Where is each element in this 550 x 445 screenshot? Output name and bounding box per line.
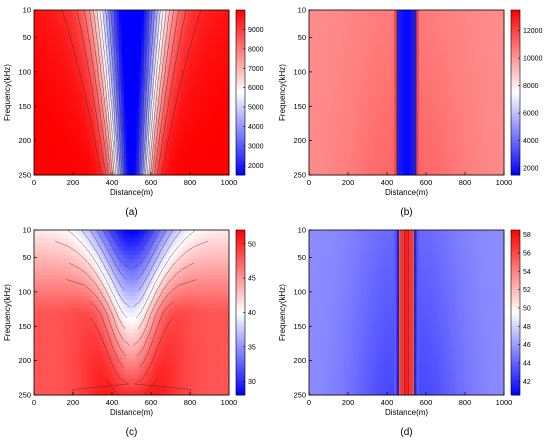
colorbar-segment <box>236 65 245 68</box>
x-tick-label: 800 <box>184 178 197 187</box>
colorbar-segment <box>236 167 245 170</box>
colorbar-segment <box>236 137 245 140</box>
y-axis-label: Frequency(kHz) <box>3 64 12 121</box>
colorbar-segment <box>236 32 245 35</box>
colorbar-segment <box>236 38 245 41</box>
colorbar-segment <box>236 60 245 63</box>
colorbar-segment <box>236 16 245 19</box>
x-tick-label: 600 <box>145 178 158 187</box>
colorbar: 2000 3000 4000 5000 6000 7000 8000 9000 <box>236 10 264 175</box>
colorbar-segment <box>236 18 245 21</box>
colorbar-segment <box>236 109 245 112</box>
x-tick-label: 1000 <box>221 178 238 187</box>
colorbar-segment <box>236 170 245 173</box>
colorbar-tick-label: 9000 <box>248 27 264 34</box>
colorbar-segment <box>236 54 245 57</box>
colorbar-segment <box>236 57 245 60</box>
colorbar-segment <box>236 46 245 49</box>
colorbar-segment <box>236 76 245 79</box>
colorbar-segment <box>236 90 245 93</box>
colorbar-segment <box>236 51 245 54</box>
colorbar-segment <box>236 62 245 65</box>
colorbar-segment <box>236 139 245 142</box>
colorbar-segment <box>236 101 245 104</box>
x-tick-label: 200 <box>67 178 80 187</box>
colorbar-segment <box>236 24 245 27</box>
colorbar-segment <box>236 13 245 16</box>
y-tick-label: 200 <box>18 136 31 145</box>
colorbar-segment <box>236 84 245 87</box>
y-tick-label: 250 <box>18 171 31 180</box>
colorbar-segment <box>236 134 245 137</box>
colorbar-segment <box>236 115 245 118</box>
colorbar-segment <box>236 40 245 43</box>
colorbar-segment <box>236 156 245 159</box>
colorbar-segment <box>236 79 245 82</box>
colorbar-tick-label: 2000 <box>248 163 264 170</box>
colorbar-segment <box>236 106 245 109</box>
chart-svg: 0 200 400 600 800 1000 10 50 100 150 200 250 Distanc… <box>0 0 275 220</box>
colorbar-segment <box>236 150 245 153</box>
colorbar-segment <box>236 71 245 74</box>
colorbar-segment <box>236 21 245 24</box>
colorbar-segment <box>236 95 245 98</box>
heatmap-cells <box>309 10 505 176</box>
colorbar-segment <box>236 10 245 13</box>
colorbar-segment <box>236 117 245 120</box>
colorbar-segment <box>236 161 245 164</box>
y-tick-label: 50 <box>23 33 31 42</box>
heatmap-cells <box>34 10 230 176</box>
y-tick-label: 150 <box>18 102 31 111</box>
colorbar-segment <box>236 145 245 148</box>
colorbar-tick-label: 7000 <box>248 66 264 73</box>
y-tick-label: 10 <box>23 6 31 15</box>
colorbar-segment <box>236 142 245 145</box>
x-tick-label: 0 <box>32 178 36 187</box>
colorbar-segment <box>236 148 245 151</box>
colorbar-segment <box>236 126 245 129</box>
colorbar-segment <box>236 159 245 162</box>
chart-panel-a: 0 200 400 600 800 1000 10 50 100 150 200 250 Distanc… <box>0 0 275 220</box>
colorbar-segment <box>236 131 245 134</box>
colorbar-tick-label: 4000 <box>248 124 264 131</box>
colorbar-tick-label: 5000 <box>248 105 264 112</box>
panel-label: (a) <box>125 207 137 218</box>
colorbar-segment <box>236 98 245 101</box>
colorbar-tick-label: 6000 <box>248 85 264 92</box>
x-tick-label: 400 <box>106 178 119 187</box>
colorbar-tick-label: 3000 <box>248 143 264 150</box>
colorbar-segment <box>236 123 245 126</box>
colorbar-segment <box>236 73 245 76</box>
colorbar-segment <box>236 120 245 123</box>
colorbar-segment <box>236 128 245 131</box>
colorbar-segment <box>236 43 245 46</box>
colorbar-segment <box>236 35 245 38</box>
colorbar-tick-label: 8000 <box>248 46 264 53</box>
colorbar-segment <box>236 29 245 32</box>
colorbar-segment <box>236 93 245 96</box>
y-tick-label: 100 <box>18 67 31 76</box>
colorbar-segment <box>236 104 245 107</box>
x-axis-label: Distance(m) <box>110 188 153 197</box>
colorbar-segment <box>236 153 245 156</box>
colorbar-segment <box>236 82 245 85</box>
colorbar-segment <box>236 112 245 115</box>
